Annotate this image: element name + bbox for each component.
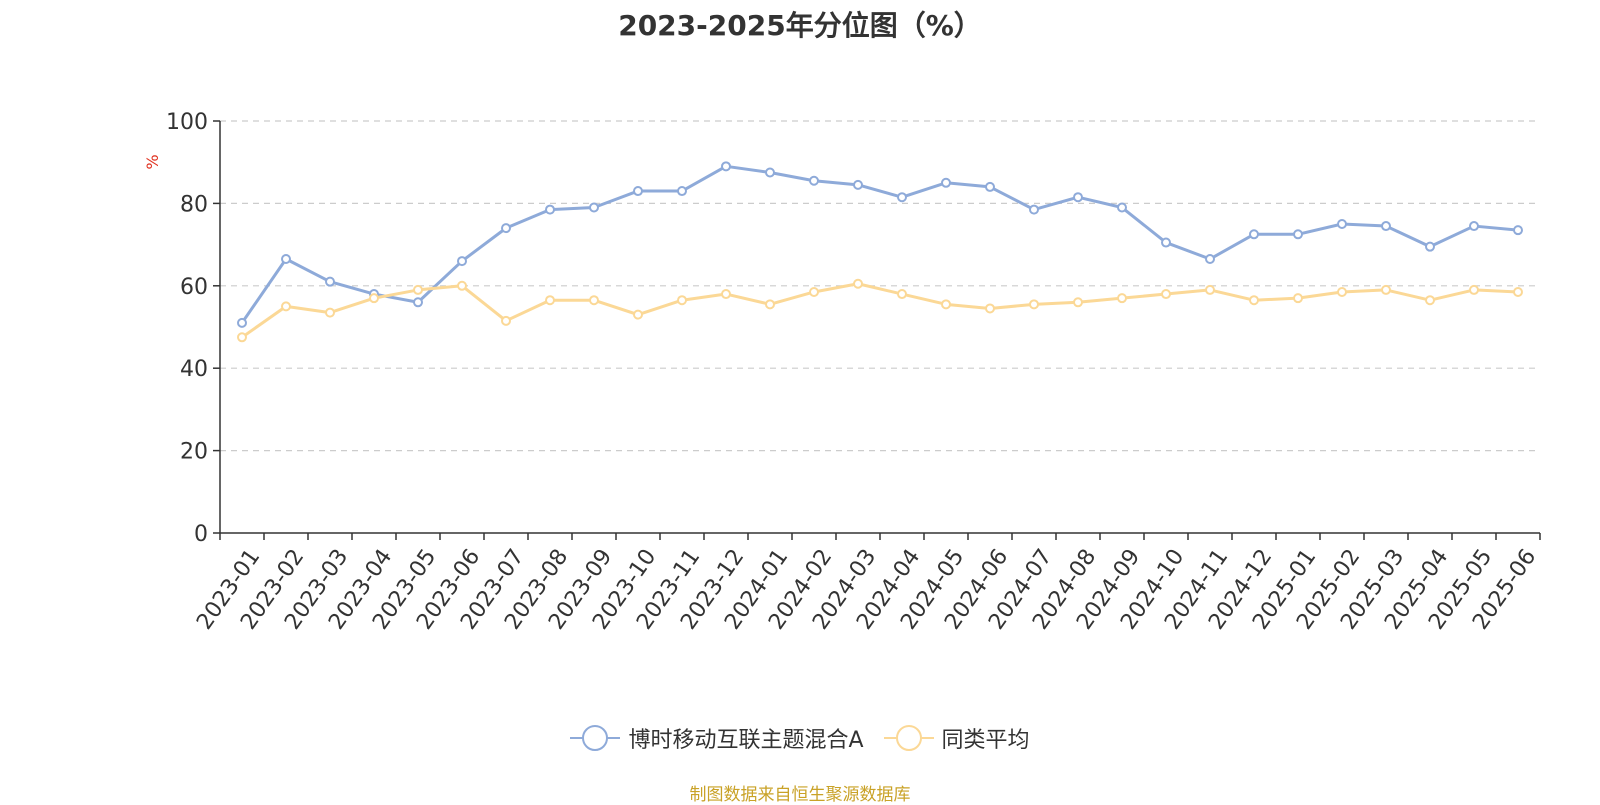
data-point-0[interactable] [1161,237,1171,248]
data-point-0[interactable] [677,186,687,197]
data-point-0[interactable] [1117,202,1127,213]
data-point-1[interactable] [765,299,775,310]
y-axis-label: % [143,154,162,169]
data-point-1[interactable] [237,332,247,343]
chart-title: 2023-2025年分位图（%） [618,9,982,42]
data-point-0[interactable] [633,186,643,197]
data-point-0[interactable] [721,161,731,172]
y-tick-label: 60 [180,275,208,300]
data-point-1[interactable] [281,301,291,312]
data-point-0[interactable] [765,167,775,178]
legend-item-average[interactable]: 同类平均 [883,722,1030,754]
y-tick-label: 20 [180,440,208,465]
series-line-0 [240,164,1519,324]
data-point-1[interactable] [457,280,467,291]
data-point-1[interactable] [413,284,423,295]
data-point-1[interactable] [1073,297,1083,308]
legend-label-fund: 博时移动互联主题混合A [628,728,864,753]
data-point-0[interactable] [1337,219,1347,229]
y-tick-label: 100 [166,110,208,135]
data-point-0[interactable] [897,192,907,203]
legend-marker-average [883,724,934,752]
y-tick-label: 40 [180,357,208,382]
data-point-1[interactable] [589,295,599,306]
data-point-1[interactable] [677,295,687,306]
data-point-1[interactable] [1205,284,1215,295]
data-point-1[interactable] [1381,284,1391,295]
data-point-0[interactable] [853,179,863,190]
data-point-1[interactable] [985,303,995,314]
series-line-1 [241,282,1519,339]
y-tick-label: 0 [194,522,208,547]
axes [213,120,1541,540]
data-point-0[interactable] [457,256,467,267]
legend: 博时移动互联主题混合A 同类平均 [0,722,1600,754]
data-point-1[interactable] [897,289,907,300]
data-point-1[interactable] [325,307,335,318]
data-point-0[interactable] [1293,229,1303,240]
data-point-0[interactable] [1469,221,1479,232]
data-point-1[interactable] [1469,284,1479,295]
data-point-1[interactable] [633,309,643,320]
data-point-1[interactable] [1029,299,1039,310]
data-point-0[interactable] [1381,221,1391,232]
data-point-1[interactable] [501,315,511,326]
data-point-0[interactable] [281,254,291,265]
data-point-0[interactable] [809,175,819,186]
data-point-1[interactable] [853,278,863,289]
y-tick-label: 80 [180,192,208,217]
data-point-0[interactable] [1425,241,1435,252]
grid-lines [220,120,1540,452]
data-point-1[interactable] [369,293,379,304]
data-point-0[interactable] [325,276,335,287]
series [237,161,1523,343]
data-point-0[interactable] [1513,225,1523,236]
data-point-1[interactable] [941,299,951,310]
data-point-1[interactable] [809,286,819,297]
data-point-1[interactable] [1293,293,1303,304]
data-point-0[interactable] [545,204,555,215]
data-point-0[interactable] [589,202,599,213]
data-point-1[interactable] [1249,295,1259,306]
data-point-1[interactable] [1337,286,1347,297]
source-note: 制图数据来自恒生聚源数据库 [689,785,911,805]
data-point-1[interactable] [721,289,731,300]
data-point-0[interactable] [985,181,995,192]
legend-item-fund[interactable]: 博时移动互联主题混合A [570,722,864,754]
data-point-1[interactable] [1161,289,1171,300]
data-point-0[interactable] [1029,204,1039,215]
data-point-0[interactable] [413,297,423,308]
data-point-0[interactable] [501,223,511,234]
data-point-1[interactable] [1513,286,1523,297]
y-tick-labels: 0 20 40 60 80 100 [166,110,208,547]
data-point-0[interactable] [1205,254,1215,265]
data-point-0[interactable] [237,317,247,328]
data-point-1[interactable] [545,295,555,306]
data-point-0[interactable] [941,177,951,188]
data-point-1[interactable] [1117,293,1127,304]
data-point-0[interactable] [1249,229,1259,240]
x-tick-labels: 2023-012023-022023-032023-042023-052023-… [192,545,1541,635]
data-point-0[interactable] [1073,192,1083,203]
data-point-1[interactable] [1425,295,1435,306]
legend-label-average: 同类平均 [941,728,1030,753]
legend-marker-fund [570,724,621,752]
